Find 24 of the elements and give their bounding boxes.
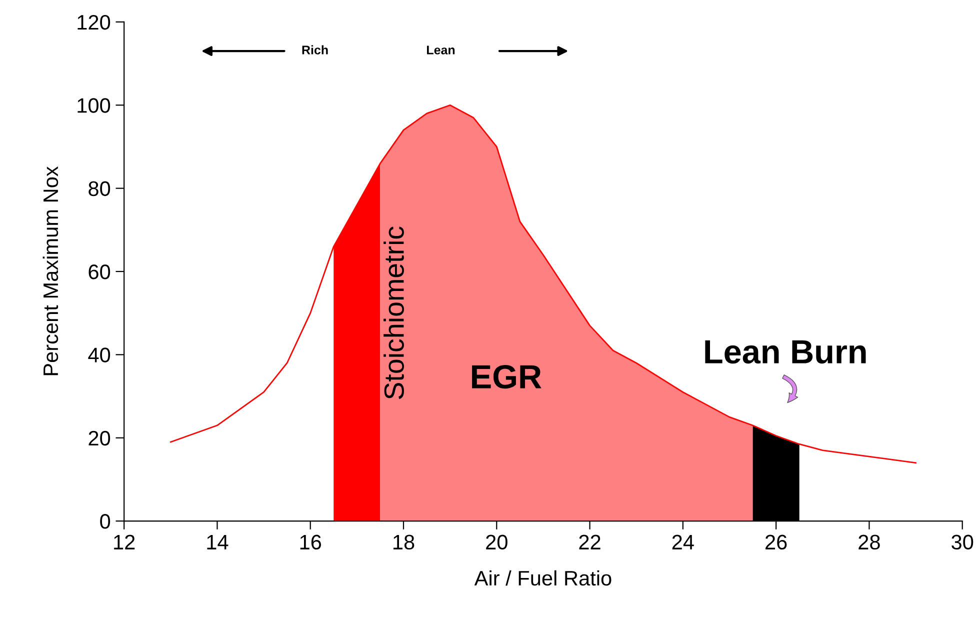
y-tick-label: 80 — [88, 181, 110, 196]
y-tick-label: 0 — [100, 514, 110, 529]
x-tick-label: 12 — [114, 534, 135, 550]
annotation: Rich — [302, 45, 328, 54]
annotation: Stoichiometric — [384, 226, 404, 400]
x-tick-label: 16 — [300, 534, 322, 550]
y-tick-label: 40 — [88, 348, 110, 362]
annotation: Lean — [427, 46, 455, 54]
y-axis-title: Percent Maximum Nox — [42, 166, 58, 376]
x-tick-label: 24 — [672, 534, 694, 550]
x-tick-label: 18 — [394, 534, 414, 550]
x-tick-label: 22 — [579, 534, 600, 550]
x-tick-label: 30 — [952, 534, 974, 550]
y-tick-label: 20 — [88, 430, 110, 446]
y-tick-label: 100 — [78, 98, 110, 113]
x-axis-title: Air / Fuel Ratio — [474, 570, 612, 586]
annotation: EGR — [472, 364, 542, 389]
x-tick-label: 20 — [486, 534, 508, 550]
y-tick-label: 120 — [78, 14, 110, 30]
x-tick-label: 14 — [207, 534, 228, 550]
y-tick-label: 60 — [88, 264, 110, 280]
annotation: Lean Burn — [705, 340, 866, 364]
x-tick-label: 28 — [858, 534, 880, 550]
x-tick-label: 26 — [766, 534, 787, 550]
